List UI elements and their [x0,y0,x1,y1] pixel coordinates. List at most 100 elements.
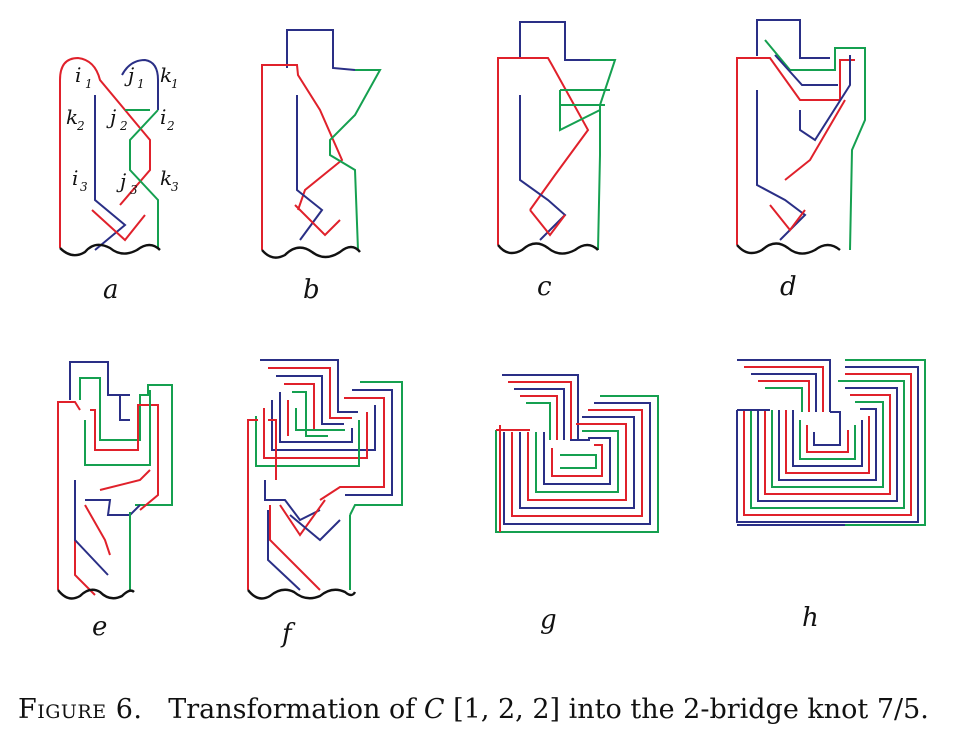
svg-text:j: j [116,169,126,193]
strand [771,401,884,488]
strand [520,395,558,440]
strand [247,419,277,590]
strand [74,480,109,576]
strand [737,409,845,526]
strand [79,377,173,506]
panel-label-d: d [780,272,797,302]
strand [514,388,565,440]
strand [264,480,321,522]
panel-label-e: e [92,612,107,642]
strand [269,505,321,591]
strand [289,514,341,542]
panel-c: c [497,21,617,302]
strand [744,366,824,412]
strand [84,390,151,466]
svg-text:2: 2 [166,119,175,133]
strand [59,56,151,248]
strand [526,402,551,440]
strand [784,99,846,181]
svg-text:k: k [160,63,172,87]
strand [519,21,590,61]
strand [813,411,841,446]
panel-h: h [736,359,926,633]
strand [267,510,301,591]
strand [792,410,863,467]
panel-label-b: b [303,275,320,305]
svg-text:3: 3 [80,180,88,194]
panel-d: d [736,19,866,302]
strand [496,425,530,532]
strand [806,425,849,453]
base-arc [261,245,361,259]
strand [502,374,579,440]
base-arc [247,588,357,600]
strand [559,89,610,132]
arc-label-k2: k2 [66,105,85,133]
caption-text-after: [1, 2, 2] into the 2-bridge knot 7/5. [444,694,929,725]
svg-text:3: 3 [130,183,138,197]
strand [292,391,328,437]
strand [543,432,611,485]
svg-text:k: k [66,105,78,129]
caption-math: C [423,694,445,725]
strand [129,109,159,248]
strand [756,90,807,241]
panel-g: g [495,374,659,635]
base-arc [497,242,599,255]
strand [757,387,898,502]
base-arc [57,588,135,600]
strand [560,454,597,469]
panel-e: e [57,361,173,642]
strand [527,423,627,501]
panel-label-h: h [802,603,819,633]
strand [743,373,912,516]
strand [529,209,566,237]
base-arc [59,243,161,257]
caption-text-before: Transformation of [168,694,424,725]
strand [294,204,341,237]
strand [751,373,817,412]
panel-f: f [247,359,403,649]
svg-text:j: j [124,63,134,87]
strand [503,402,651,525]
strand [799,420,856,460]
svg-text:1: 1 [171,77,179,91]
strand [69,361,130,400]
panel-label-c: c [537,272,552,302]
svg-text:2: 2 [76,119,85,133]
strand [261,64,344,250]
strand [508,381,572,440]
strand [295,408,345,431]
strand [737,359,831,412]
strand [91,209,146,242]
strand [535,430,619,493]
strand [329,69,382,251]
strand [750,380,905,509]
strand [758,380,810,412]
strand [764,394,891,495]
svg-text:k: k [160,166,172,190]
strand [345,389,393,496]
strand [764,39,866,251]
strand [736,366,919,523]
strand [279,499,326,537]
strand [769,204,806,232]
strand [271,400,376,451]
svg-text:i: i [72,166,78,190]
strand [590,59,617,251]
strand [286,29,356,71]
svg-text:i: i [75,63,81,87]
panel-label-a: a [103,275,119,305]
arc-label-k3: k3 [160,166,179,194]
strand [845,359,926,526]
strand [519,416,635,509]
strand [85,395,141,516]
strand [756,19,830,59]
